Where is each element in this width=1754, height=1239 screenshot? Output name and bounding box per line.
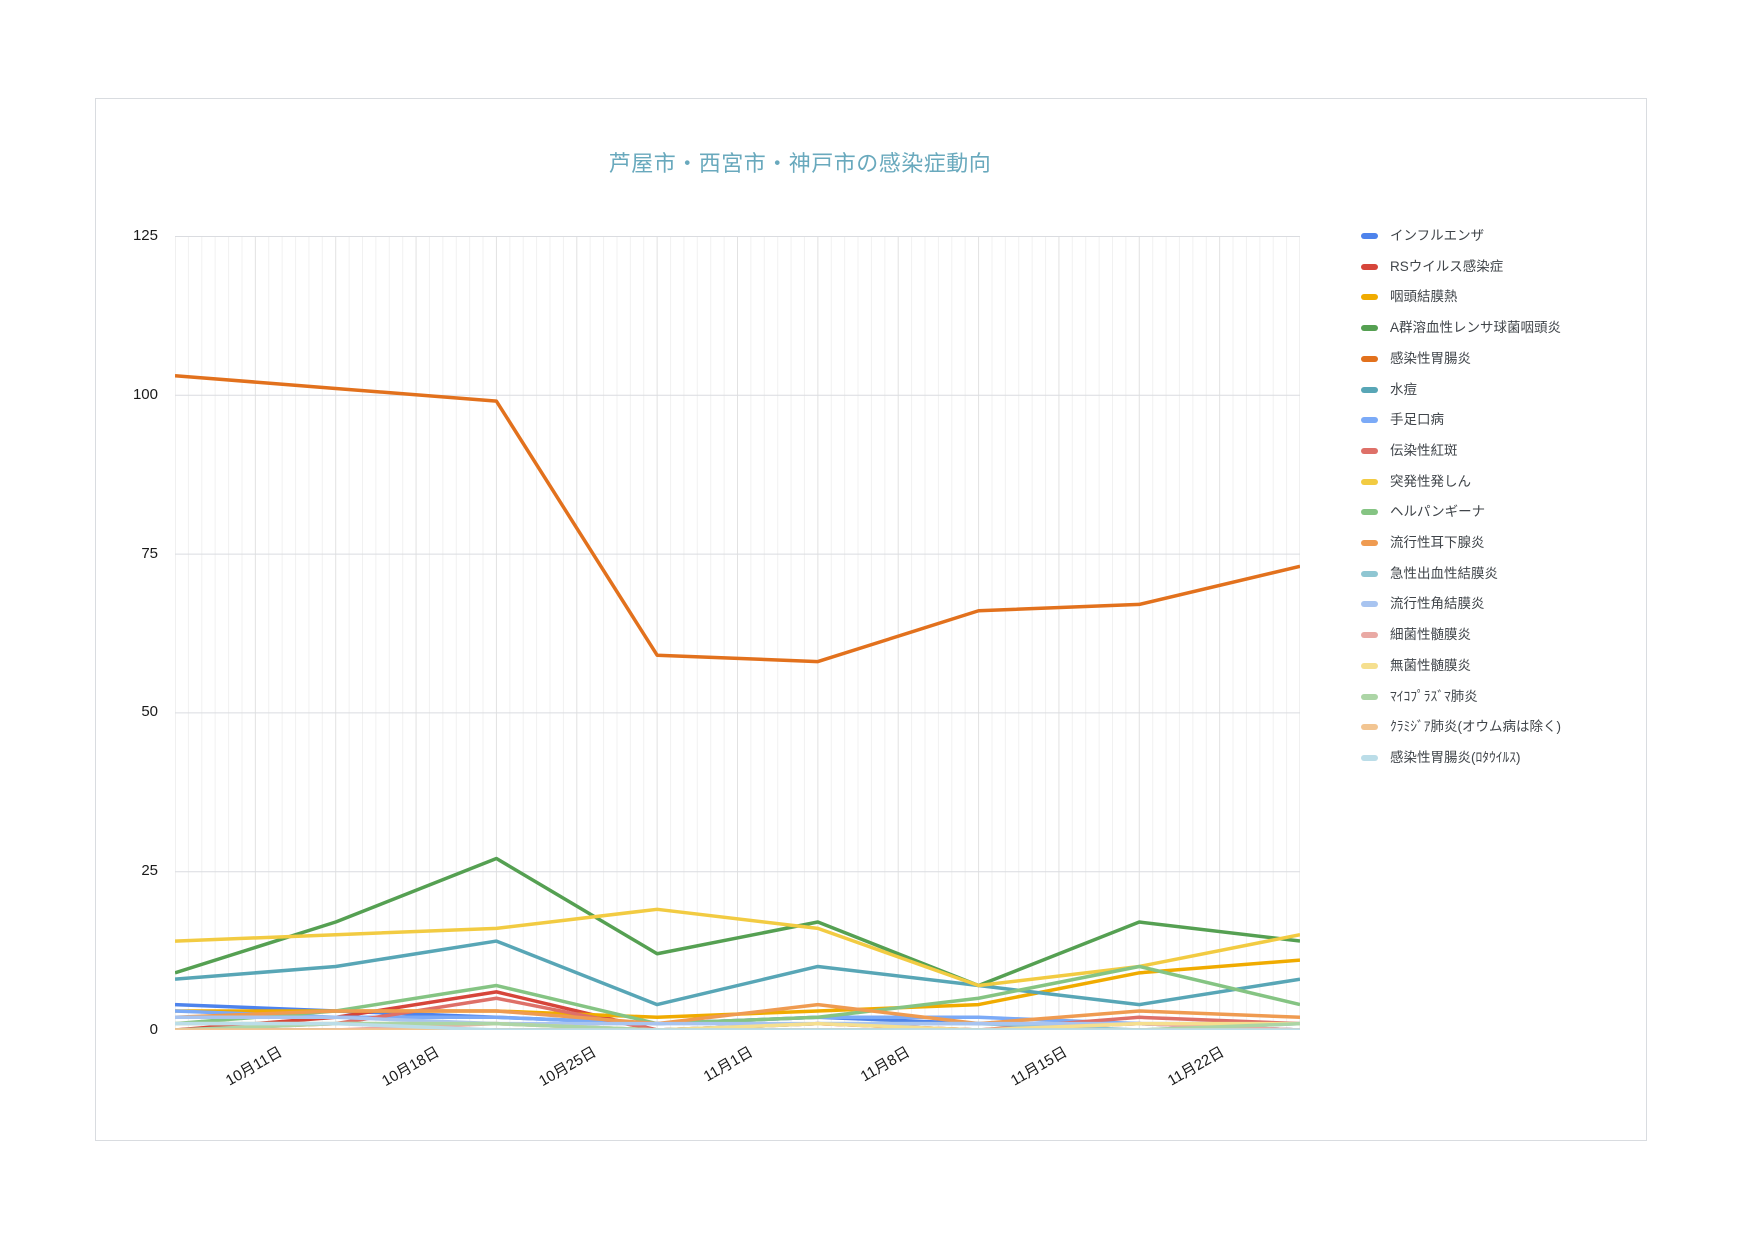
legend-swatch [1361,355,1378,362]
chart-title: 芦屋市・西宮市・神戸市の感染症動向 [608,151,992,176]
legend-swatch [1361,632,1378,639]
legend-item-label: 感染性胃腸炎(ﾛﾀｳｲﾙｽ) [1390,749,1521,765]
y-axis-label: 75 [141,544,158,562]
legend-item-label: 急性出血性結膜炎 [1390,565,1498,581]
legend-swatch [1361,570,1378,577]
y-axis-label: 100 [132,385,158,403]
legend-swatch [1361,233,1378,239]
plot-area [175,236,1300,1030]
legend-swatch [1361,540,1378,546]
legend-swatch [1361,386,1378,393]
legend-item-label: 手足口病 [1390,412,1444,428]
series-line-6 [175,939,1300,1007]
y-axis-label: 25 [141,862,158,880]
y-axis-label: 0 [149,1021,158,1038]
series-line-11 [175,1002,1300,1026]
legend-swatch [1361,325,1378,332]
legend-swatch [1361,662,1378,669]
legend-item-label: 感染性胃腸炎 [1390,350,1471,366]
legend-item-label: 水痘 [1390,381,1417,397]
legend-swatch [1361,478,1378,485]
legend-item-label: 流行性耳下腺炎 [1390,535,1485,550]
series-line-5 [175,373,1300,664]
legend-item-label: ヘルパンギーナ [1390,504,1486,520]
legend-item-label: ｸﾗﾐｼﾞｱ肺炎(オウム病は除く) [1390,719,1561,735]
legend-item-label: 細菌性髄膜炎 [1390,627,1471,643]
legend-swatch [1361,693,1378,700]
legend-swatch [1361,754,1378,761]
legend-swatch [1361,263,1378,270]
series-line-10 [175,964,1300,1026]
legend-swatch [1361,509,1378,516]
legend-item-label: A群溶血性レンサ球菌咽頭炎 [1390,320,1562,336]
legend-item-label: RSウイルス感染症 [1390,258,1504,274]
legend-swatch [1361,417,1378,424]
legend-item-label: 咽頭結膜熱 [1390,289,1458,305]
legend-item-label: インフルエンザ [1390,228,1485,243]
legend-swatch [1361,447,1378,454]
series-line-4 [175,856,1300,988]
series-line-9 [175,907,1300,988]
legend-swatch [1361,294,1378,301]
y-axis-label: 125 [132,227,158,244]
legend-item-label: 流行性角結膜炎 [1390,596,1485,612]
legend-swatch [1361,601,1378,608]
series-line-18 [175,1021,1300,1030]
legend-item-label: 伝染性紅斑 [1390,442,1458,458]
y-axis-label: 50 [141,703,158,721]
x-axis-label: 11月22日 [1164,1043,1227,1090]
legend-swatch [1361,724,1378,731]
legend-item-label: ﾏｲｺﾌﾟﾗｽﾞﾏ肺炎 [1390,688,1478,704]
legend-item-label: 突発性発しん [1390,473,1471,489]
legend-item-label: 無菌性髄膜炎 [1390,657,1471,673]
